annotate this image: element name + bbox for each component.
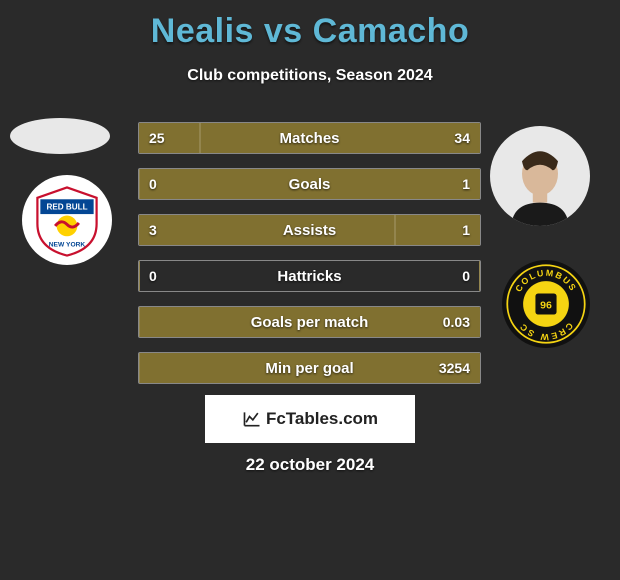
stat-row: Min per goal3254: [138, 352, 481, 384]
columbus-badge-icon: 96 COLUMBUS CREW SC: [502, 260, 590, 348]
stat-label: Matches: [139, 123, 480, 154]
stat-value-right: 1: [462, 169, 470, 200]
stat-row: Goals per match0.03: [138, 306, 481, 338]
person-icon: [495, 136, 585, 226]
club-badge-right: 96 COLUMBUS CREW SC: [502, 260, 590, 348]
stat-label: Goals: [139, 169, 480, 200]
stat-label: Min per goal: [139, 353, 480, 384]
club-badge-left: RED BULL NEW YORK: [22, 175, 112, 265]
stat-row: Assists3 1: [138, 214, 481, 246]
stat-label: Goals per match: [139, 307, 480, 338]
stat-row: Hattricks0 0: [138, 260, 481, 292]
stat-value-left: 3: [149, 215, 157, 246]
brand-box[interactable]: FcTables.com: [205, 395, 415, 443]
stat-value-left: 0: [149, 261, 157, 292]
page-title: Nealis vs Camacho: [0, 0, 620, 51]
stat-value-left: 0: [149, 169, 157, 200]
stat-value-left: 25: [149, 123, 165, 154]
date-label: 22 october 2024: [0, 455, 620, 475]
stat-value-right: 34: [454, 123, 470, 154]
player-right-avatar: [490, 126, 590, 226]
chart-icon: [242, 409, 262, 429]
stat-value-right: 0.03: [443, 307, 470, 338]
stat-label: Hattricks: [139, 261, 480, 292]
brand-label: FcTables.com: [266, 409, 378, 429]
stats-container: Matches2534Goals01Assists31Hattricks00Go…: [138, 122, 481, 398]
stat-value-right: 3254: [439, 353, 470, 384]
stat-value-right: 1: [462, 215, 470, 246]
subtitle: Club competitions, Season 2024: [0, 67, 620, 85]
svg-text:96: 96: [540, 299, 552, 311]
stat-row: Matches25 34: [138, 122, 481, 154]
stat-value-right: 0: [462, 261, 470, 292]
stat-label: Assists: [139, 215, 480, 246]
stat-row: Goals0 1: [138, 168, 481, 200]
svg-text:NEW YORK: NEW YORK: [49, 242, 86, 249]
redbull-badge-icon: RED BULL NEW YORK: [30, 183, 104, 257]
player-left-avatar: [10, 118, 110, 154]
svg-text:RED BULL: RED BULL: [46, 203, 87, 212]
